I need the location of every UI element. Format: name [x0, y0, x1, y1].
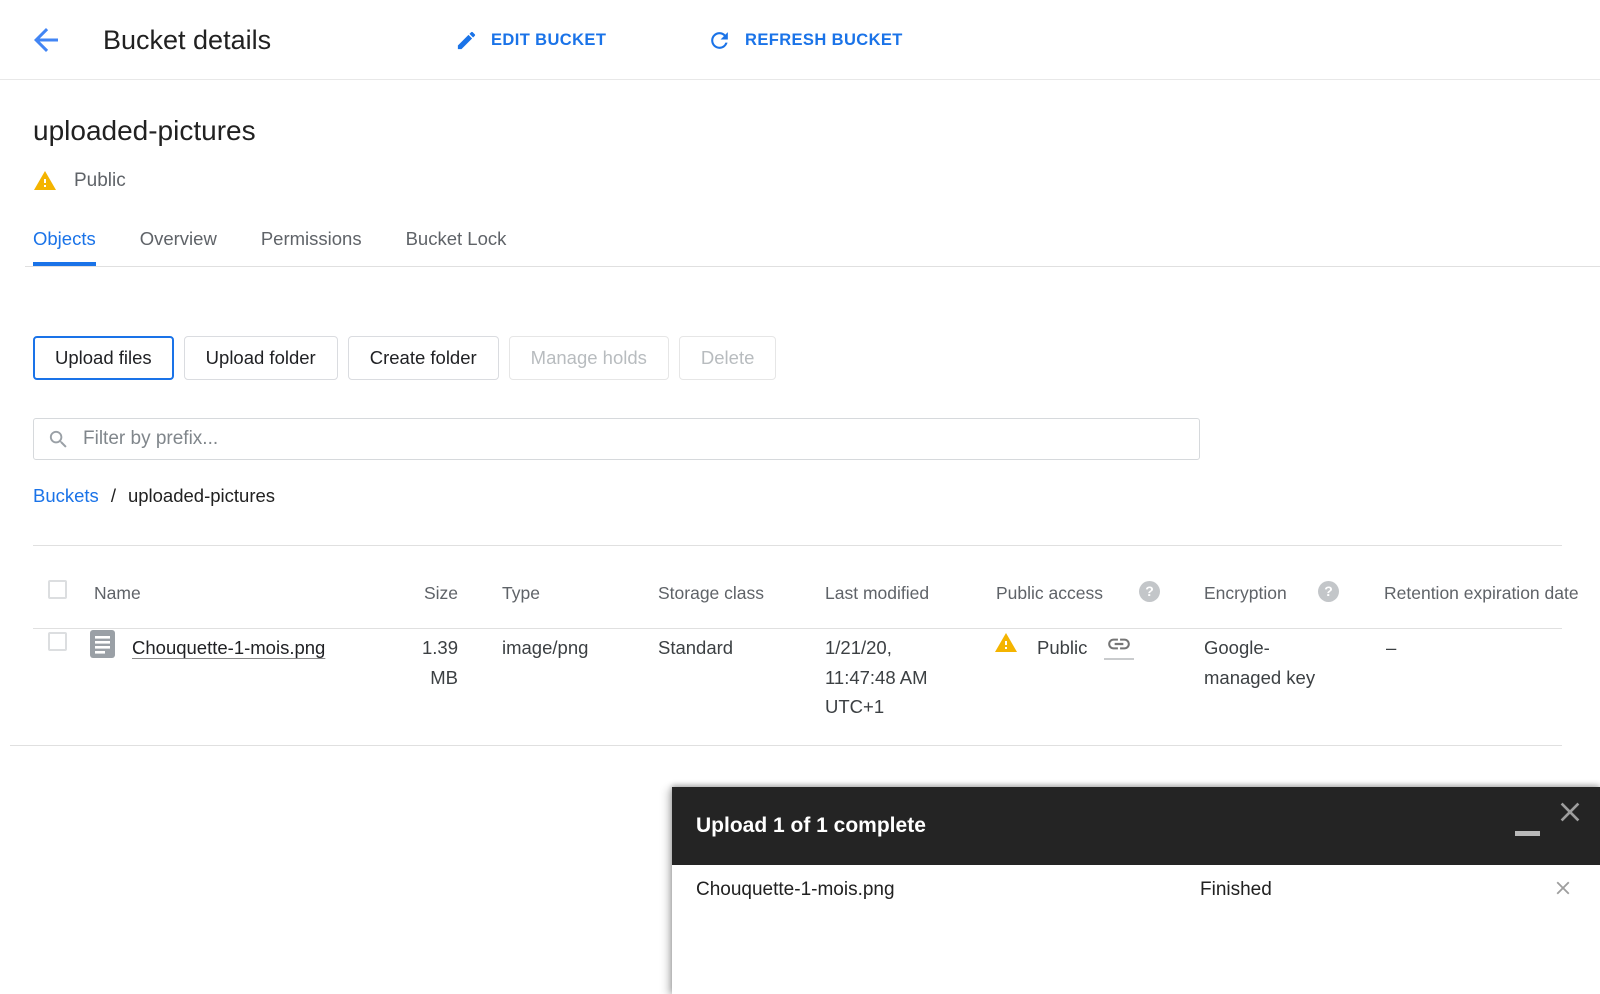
edit-bucket-label: EDIT BUCKET [491, 30, 607, 49]
object-last-modified: 1/21/20, 11:47:48 AM UTC+1 [825, 637, 928, 717]
refresh-icon [707, 28, 732, 53]
public-link-icon[interactable] [1104, 631, 1134, 660]
column-header-last-modified: Last modified [825, 583, 930, 603]
tabs-divider [25, 266, 1600, 267]
back-arrow-icon [28, 22, 64, 58]
table-top-divider [33, 545, 1562, 546]
breadcrumb-separator: / [110, 485, 116, 506]
bucket-tabs: Objects Overview Permissions Bucket Lock [33, 228, 506, 266]
breadcrumb: Buckets / uploaded-pictures [33, 485, 275, 507]
page-title: Bucket details [103, 25, 272, 55]
back-button[interactable] [28, 22, 64, 58]
bucket-access-status: Public [33, 169, 126, 193]
filter-input[interactable] [83, 428, 1186, 450]
object-encryption: Google-managed key [1204, 637, 1316, 688]
object-type: image/png [502, 637, 589, 658]
select-all-checkbox[interactable] [48, 580, 67, 599]
upload-dialog-title: Upload 1 of 1 complete [696, 814, 926, 837]
delete-button[interactable]: Delete [678, 336, 777, 380]
upload-item-status: Finished [1200, 879, 1272, 900]
table-bottom-divider [10, 745, 1562, 746]
public-warning-icon [994, 631, 1018, 655]
upload-dialog-header: Upload 1 of 1 complete [672, 787, 1600, 865]
object-retention: – [1386, 637, 1397, 658]
objects-toolbar: Upload files Upload folder Create folder… [33, 336, 777, 380]
upload-item-close-icon[interactable] [1552, 877, 1574, 899]
file-icon [90, 630, 115, 658]
filter-field [33, 418, 1200, 460]
breadcrumb-buckets-link[interactable]: Buckets [33, 485, 99, 506]
tab-permissions[interactable]: Permissions [260, 228, 362, 249]
edit-bucket-button[interactable]: EDIT BUCKET [455, 0, 606, 80]
upload-item-row: Chouquette-1-mois.png Finished [672, 865, 1600, 917]
refresh-bucket-label: REFRESH BUCKET [745, 30, 903, 49]
table-header-divider [33, 628, 1562, 629]
tab-bucket-lock[interactable]: Bucket Lock [405, 228, 507, 249]
top-app-bar: Bucket details EDIT BUCKET REFRESH BUCKE… [0, 0, 1600, 80]
object-name-link[interactable]: Chouquette-1-mois.png [132, 637, 326, 658]
column-header-storage-class: Storage class [658, 583, 765, 603]
bucket-access-label: Public [74, 170, 126, 191]
manage-holds-button[interactable]: Manage holds [508, 336, 669, 380]
encryption-help-icon[interactable]: ? [1318, 581, 1339, 602]
refresh-bucket-button[interactable]: REFRESH BUCKET [707, 0, 903, 80]
close-icon[interactable] [1554, 796, 1586, 828]
column-header-size: Size [423, 583, 458, 603]
column-header-name: Name [94, 583, 141, 603]
breadcrumb-current: uploaded-pictures [127, 485, 276, 506]
search-icon [47, 428, 70, 451]
object-storage-class: Standard [658, 637, 734, 658]
public-access-help-icon[interactable]: ? [1139, 581, 1160, 602]
bucket-name: uploaded-pictures [33, 115, 256, 146]
tab-overview[interactable]: Overview [139, 228, 217, 249]
column-header-encryption: Encryption [1204, 583, 1287, 603]
create-folder-button[interactable]: Create folder [347, 336, 499, 380]
upload-folder-button[interactable]: Upload folder [183, 336, 338, 380]
object-size: 1.39 MB [421, 637, 458, 688]
row-checkbox[interactable] [48, 632, 67, 651]
upload-files-button[interactable]: Upload files [33, 336, 174, 380]
column-header-type: Type [502, 583, 540, 603]
upload-status-dialog: Upload 1 of 1 complete Chouquette-1-mois… [672, 787, 1600, 994]
tab-objects[interactable]: Objects [33, 228, 96, 266]
column-header-retention: Retention expiration date [1384, 583, 1579, 603]
column-header-public-access: Public access [996, 583, 1103, 603]
pencil-icon [455, 29, 478, 52]
object-public-access: Public [1037, 637, 1088, 658]
warning-icon [33, 169, 57, 193]
upload-item-filename: Chouquette-1-mois.png [696, 879, 895, 900]
minimize-icon[interactable] [1515, 831, 1540, 836]
